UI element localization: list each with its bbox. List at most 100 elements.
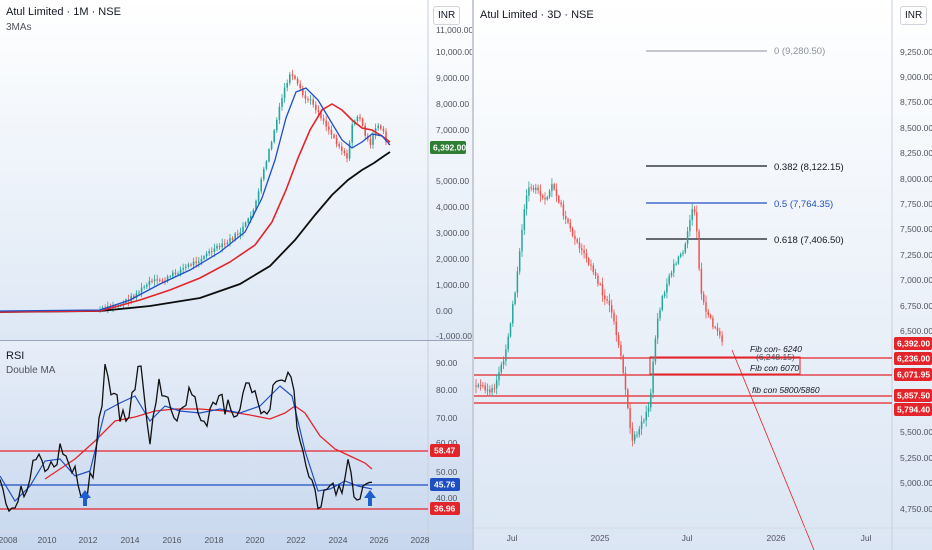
- candle-body: [192, 261, 195, 266]
- candle-body: [148, 280, 151, 285]
- candle-body: [380, 125, 382, 129]
- price-tick: 8,750.00: [900, 97, 932, 107]
- note-fib-6240[interactable]: Fib con- 6240: [750, 344, 802, 354]
- currency-button[interactable]: INR: [900, 6, 928, 25]
- candle-body: [599, 284, 601, 286]
- chart-layout-divider[interactable]: [472, 0, 474, 550]
- last-price-value: 6,392.00: [433, 143, 466, 153]
- candle-body: [493, 388, 496, 390]
- candle-body: [539, 190, 542, 196]
- candle-body: [190, 264, 192, 266]
- candle-body: [633, 434, 636, 441]
- candle-body: [172, 272, 174, 277]
- price-tick: 7,250.00: [900, 250, 932, 260]
- candle-body: [498, 372, 500, 381]
- candle-body: [203, 256, 205, 259]
- candle-body: [500, 364, 503, 373]
- candle-body: [479, 384, 482, 386]
- candle-body: [679, 254, 682, 257]
- candle-body: [587, 258, 590, 265]
- daily-chart-panel[interactable]: Atul Limited · 3D · NSE INR 9,250.00 9,0…: [474, 0, 932, 550]
- candle-body: [283, 87, 286, 99]
- candle-body: [562, 204, 565, 216]
- candle-body: [317, 110, 320, 113]
- candle-body: [689, 220, 691, 232]
- price-tick: 6,500.00: [900, 326, 932, 336]
- candle-body: [546, 196, 549, 200]
- candle-body: [677, 256, 680, 264]
- monthly-chart-title[interactable]: Atul Limited · 1M · NSE: [6, 6, 121, 18]
- price-tick: -1,000.00: [436, 331, 472, 340]
- candle-body: [659, 309, 661, 319]
- candle-body: [270, 142, 273, 150]
- last-price-tag: [430, 141, 466, 154]
- price-axis: 9,250.00 9,000.00 8,750.00 8,500.00 8,25…: [900, 47, 932, 514]
- monthly-chart-panel[interactable]: Atul Limited · 1M · NSE 3MAs INR 11,000.…: [0, 0, 472, 340]
- candle-body: [377, 125, 379, 129]
- price-tag-5857-value: 5,857.50: [897, 391, 930, 401]
- candle-body: [673, 263, 675, 273]
- rsi-tag-mid-value: 45.76: [434, 480, 456, 490]
- consolidation-box[interactable]: [649, 356, 801, 375]
- candle-body: [250, 215, 252, 219]
- ghost-level-label: (6,248.15): [756, 352, 795, 362]
- candle-body: [265, 161, 268, 169]
- price-tick: 11,000.00: [436, 25, 472, 35]
- candle-body: [604, 295, 606, 300]
- daily-chart-title[interactable]: Atul Limited · 3D · NSE: [480, 9, 594, 21]
- price-tick: 9,000.00: [900, 72, 932, 82]
- candle-body: [702, 293, 705, 303]
- note-fib-5800[interactable]: fib con 5800/5860: [752, 385, 820, 395]
- currency-button[interactable]: INR: [433, 6, 461, 25]
- candle-body: [712, 317, 714, 328]
- price-tick: 9,250.00: [900, 47, 932, 57]
- candle-body: [640, 421, 643, 429]
- candle-body: [330, 129, 333, 135]
- time-axis: Jul 2025 Jul 2026 Jul: [507, 533, 872, 543]
- candle-body: [507, 336, 509, 350]
- candle-body: [482, 385, 484, 387]
- candle-body: [489, 389, 491, 393]
- rsi-canvas[interactable]: 90.00 80.00 70.00 60.00 50.00 40.00 58.4…: [0, 341, 472, 550]
- candle-body: [638, 428, 641, 435]
- candle-body: [647, 407, 650, 412]
- moving-averages-legend[interactable]: 3MAs: [6, 22, 32, 33]
- candle-body: [255, 200, 257, 210]
- candle-body: [177, 273, 179, 275]
- note-fib-6070[interactable]: Fib con 6070: [750, 363, 799, 373]
- rsi-tick: 90.00: [436, 358, 458, 368]
- fib-label-0618: 0.618 (7,406.50): [774, 235, 844, 246]
- candle-body: [590, 264, 592, 266]
- rsi-panel[interactable]: RSI Double MA 90.00 80.00 70.00 60.00 50…: [0, 341, 472, 550]
- candle-body: [477, 384, 480, 387]
- candle-body: [475, 385, 477, 387]
- monthly-chart-canvas[interactable]: 11,000.00 10,000.00 9,000.00 8,000.00 7,…: [0, 0, 472, 340]
- downtrend-line[interactable]: [731, 349, 815, 550]
- candle-body: [296, 78, 299, 84]
- candle-body: [159, 279, 161, 281]
- candle-body: [185, 266, 187, 268]
- candle-body: [502, 360, 505, 365]
- candle-body: [555, 189, 558, 196]
- rsi-subtitle[interactable]: Double MA: [6, 365, 56, 376]
- candle-body: [161, 280, 164, 282]
- candle-body: [281, 98, 283, 107]
- pane-separator[interactable]: [0, 340, 472, 341]
- candle-body: [133, 295, 135, 298]
- daily-chart-canvas[interactable]: 9,250.00 9,000.00 8,750.00 8,500.00 8,25…: [474, 0, 932, 550]
- price-tag-6071-value: 6,071.95: [897, 370, 930, 380]
- candle-body: [328, 126, 330, 130]
- candle-body: [247, 218, 249, 223]
- candle-body: [218, 245, 221, 248]
- price-tick: 8,500.00: [900, 123, 932, 133]
- candle-body: [169, 276, 171, 278]
- candle-body: [239, 232, 242, 235]
- candle-body: [130, 295, 132, 302]
- candle-body: [544, 197, 546, 200]
- candle-body: [234, 233, 236, 240]
- year-label: 2016: [163, 535, 182, 545]
- candle-body: [707, 311, 710, 316]
- rsi-title[interactable]: RSI: [6, 350, 25, 362]
- candle-body: [229, 238, 231, 243]
- candle-body: [578, 242, 581, 249]
